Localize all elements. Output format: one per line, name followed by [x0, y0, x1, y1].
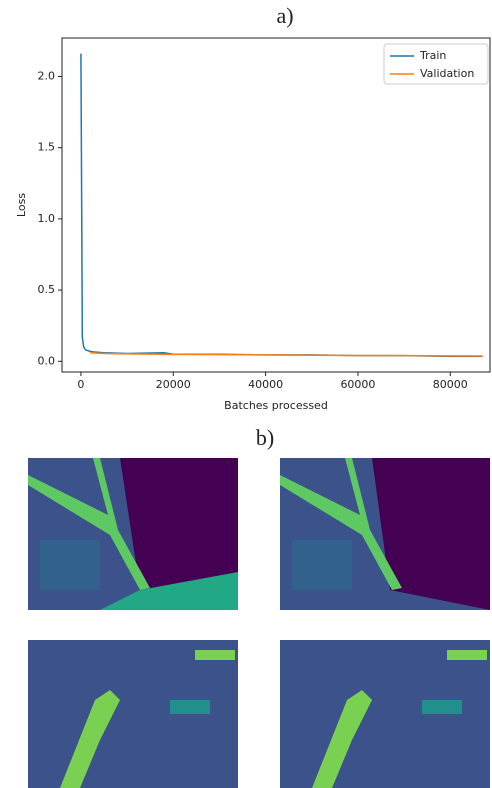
image	[280, 640, 490, 788]
y-axis-label: Loss	[15, 193, 28, 217]
x-tick-label: 40000	[248, 378, 283, 391]
line-series	[80, 53, 483, 358]
line-series	[90, 352, 483, 357]
image	[280, 458, 490, 610]
y-tick-label: 0.0	[38, 354, 56, 367]
image	[28, 640, 238, 788]
x-tick-label: 80000	[433, 378, 468, 391]
x-axis-label: Batches processed	[224, 399, 328, 412]
panel-label: b)	[256, 425, 274, 450]
y-tick-label: 0.5	[38, 283, 56, 296]
chart: Loss Batches processed	[15, 37, 491, 412]
legend-label: Validation	[420, 67, 474, 80]
plot-frame	[61, 37, 491, 373]
panel-label: a)	[276, 3, 293, 28]
x-tick-label: 60000	[340, 378, 375, 391]
x-tick-label: 20000	[156, 378, 191, 391]
x-tick-label: 0	[77, 378, 84, 391]
y-tick-label: 1.0	[38, 212, 56, 225]
image-grid	[28, 458, 490, 788]
y-tick-label: 2.0	[38, 69, 56, 82]
legend-label: Train	[419, 49, 446, 62]
y-tick-label: 1.5	[38, 141, 56, 154]
image	[28, 458, 238, 610]
